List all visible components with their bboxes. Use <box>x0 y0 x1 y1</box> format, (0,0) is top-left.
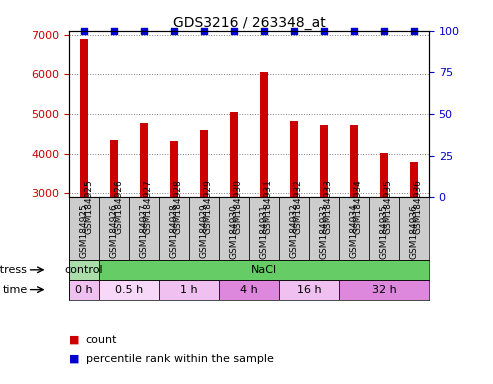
Text: time: time <box>2 285 28 295</box>
Point <box>170 28 178 34</box>
Bar <box>80 40 88 313</box>
Text: GSM184927: GSM184927 <box>144 179 153 234</box>
Point <box>260 28 268 34</box>
Bar <box>230 112 238 313</box>
Bar <box>279 280 339 300</box>
Bar <box>350 125 358 313</box>
Text: GSM184927: GSM184927 <box>140 204 148 258</box>
Text: GSM184926: GSM184926 <box>114 179 123 234</box>
Bar <box>399 197 429 260</box>
Bar <box>339 197 369 260</box>
Point <box>350 28 358 34</box>
Bar <box>69 260 99 280</box>
Bar <box>189 197 219 260</box>
Point <box>140 28 148 34</box>
Text: GSM184931: GSM184931 <box>264 179 273 234</box>
Text: ■: ■ <box>69 335 79 345</box>
Bar <box>110 140 118 313</box>
Point <box>290 28 298 34</box>
Bar <box>129 197 159 260</box>
Text: 32 h: 32 h <box>372 285 396 295</box>
Bar <box>219 197 249 260</box>
Text: 16 h: 16 h <box>297 285 321 295</box>
Text: GSM184929: GSM184929 <box>204 179 213 234</box>
Text: stress: stress <box>0 265 28 275</box>
Bar <box>99 197 129 260</box>
Bar <box>260 73 268 313</box>
Text: ■: ■ <box>69 354 79 364</box>
Text: GSM184933: GSM184933 <box>319 204 328 258</box>
Point <box>380 28 388 34</box>
Point <box>410 28 418 34</box>
Point <box>320 28 328 34</box>
Bar <box>320 125 328 313</box>
Bar <box>140 123 148 313</box>
Text: GSM184931: GSM184931 <box>259 204 269 258</box>
Text: GSM184925: GSM184925 <box>84 179 93 234</box>
Text: GSM184936: GSM184936 <box>414 179 423 234</box>
Text: percentile rank within the sample: percentile rank within the sample <box>86 354 274 364</box>
Text: GSM184934: GSM184934 <box>350 204 358 258</box>
Text: GSM184935: GSM184935 <box>384 179 393 234</box>
Bar <box>159 280 219 300</box>
Text: GSM184930: GSM184930 <box>229 204 239 258</box>
Bar <box>309 197 339 260</box>
Bar <box>69 197 99 260</box>
Point <box>110 28 118 34</box>
Text: GSM184934: GSM184934 <box>354 179 363 234</box>
Point <box>80 28 88 34</box>
Text: GSM184935: GSM184935 <box>380 204 388 258</box>
Bar <box>170 141 178 313</box>
Bar <box>99 280 159 300</box>
Title: GDS3216 / 263348_at: GDS3216 / 263348_at <box>173 16 325 30</box>
Bar <box>290 121 298 313</box>
Text: 4 h: 4 h <box>240 285 258 295</box>
Text: 0 h: 0 h <box>75 285 93 295</box>
Text: GSM184926: GSM184926 <box>109 204 118 258</box>
Text: GSM184932: GSM184932 <box>294 179 303 234</box>
Text: NaCl: NaCl <box>251 265 277 275</box>
Text: GSM184933: GSM184933 <box>324 179 333 234</box>
Text: GSM184936: GSM184936 <box>409 204 419 258</box>
Bar <box>159 197 189 260</box>
Text: count: count <box>86 335 117 345</box>
Text: GSM184930: GSM184930 <box>234 179 243 234</box>
Text: GSM184932: GSM184932 <box>289 204 298 258</box>
Bar <box>279 197 309 260</box>
Bar <box>369 197 399 260</box>
Bar <box>69 280 99 300</box>
Text: control: control <box>65 265 104 275</box>
Text: GSM184928: GSM184928 <box>170 204 178 258</box>
Bar <box>339 280 429 300</box>
Text: GSM184929: GSM184929 <box>200 204 209 258</box>
Point <box>200 28 208 34</box>
Text: GSM184928: GSM184928 <box>174 179 183 234</box>
Bar <box>219 280 279 300</box>
Bar <box>249 197 279 260</box>
Bar <box>380 153 387 313</box>
Point <box>230 28 238 34</box>
Text: 1 h: 1 h <box>180 285 198 295</box>
Bar <box>410 162 418 313</box>
Text: 0.5 h: 0.5 h <box>115 285 143 295</box>
Text: GSM184925: GSM184925 <box>79 204 89 258</box>
Bar <box>200 130 208 313</box>
